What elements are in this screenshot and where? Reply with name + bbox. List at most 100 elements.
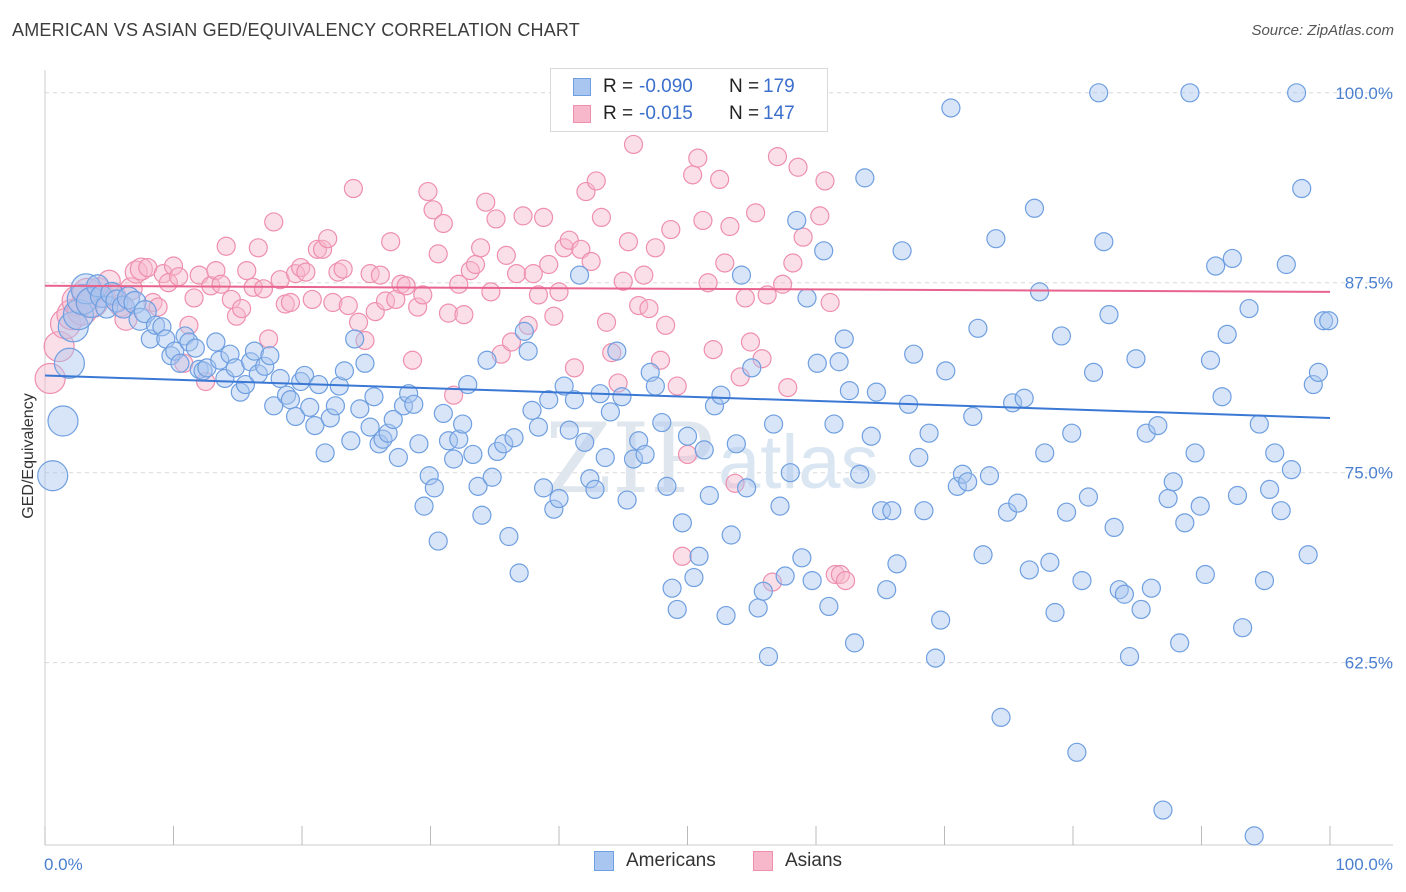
americans-point-163 bbox=[887, 554, 907, 574]
americans-point-189 bbox=[1029, 282, 1050, 302]
x-tick-label-min: 0.0% bbox=[44, 855, 83, 874]
americans-point-89 bbox=[494, 434, 514, 454]
americans-point-63 bbox=[364, 387, 384, 407]
americans-point-131 bbox=[716, 605, 736, 626]
americans-point-68 bbox=[388, 447, 408, 468]
americans-point-102 bbox=[559, 420, 579, 440]
asians-point-67 bbox=[402, 350, 423, 370]
americans-point-123 bbox=[672, 513, 692, 533]
americans-point-114 bbox=[623, 449, 644, 469]
americans-point-186 bbox=[1014, 388, 1034, 408]
americans-point-226 bbox=[1227, 485, 1248, 506]
americans-swatch bbox=[573, 78, 591, 96]
americans-point-233 bbox=[1265, 443, 1285, 463]
americans-point-60 bbox=[350, 399, 370, 419]
asians-point-90 bbox=[523, 264, 543, 284]
asians-point-111 bbox=[634, 265, 654, 285]
asians-point-53 bbox=[328, 262, 348, 282]
asians-point-108 bbox=[618, 232, 638, 252]
americans-point-23 bbox=[165, 341, 185, 361]
asians-point-16 bbox=[129, 257, 153, 281]
americans-point-111 bbox=[607, 341, 627, 361]
asians-point-25 bbox=[179, 315, 199, 335]
americans-point-32 bbox=[210, 350, 230, 370]
tick-labels: 100.0% 87.5% 75.0% 62.5% 0.0% 100.0% bbox=[44, 84, 1393, 874]
bottom-legend-asians: Asians bbox=[753, 850, 842, 872]
americans-point-61 bbox=[355, 353, 375, 373]
asians-trend-line bbox=[44, 284, 1331, 293]
asians-point-103 bbox=[591, 207, 612, 228]
americans-point-205 bbox=[1114, 584, 1135, 604]
asians-r-value: -0.015 bbox=[639, 103, 693, 124]
asians-point-79 bbox=[465, 254, 486, 275]
americans-series bbox=[37, 83, 1339, 846]
asians-point-107 bbox=[613, 271, 633, 291]
asians-point-32 bbox=[216, 236, 236, 256]
asians-point-40 bbox=[258, 329, 279, 349]
asians-point-123 bbox=[698, 273, 718, 293]
trend-lines bbox=[44, 284, 1331, 419]
asians-point-87 bbox=[506, 264, 527, 284]
americans-point-139 bbox=[758, 646, 779, 667]
asians-point-22 bbox=[163, 256, 184, 276]
americans-point-180 bbox=[979, 466, 1000, 486]
asians-point-140 bbox=[788, 157, 808, 177]
asians-point-127 bbox=[720, 216, 740, 237]
americans-point-101 bbox=[554, 376, 574, 396]
asians-point-57 bbox=[348, 312, 369, 332]
americans-point-185 bbox=[1008, 493, 1028, 513]
asians-point-132 bbox=[746, 203, 766, 223]
asians-point-120 bbox=[683, 165, 703, 185]
americans-point-127 bbox=[694, 440, 714, 460]
americans-point-141 bbox=[770, 496, 790, 516]
americans-point-92 bbox=[509, 563, 529, 583]
americans-point-87 bbox=[482, 467, 502, 487]
asians-point-136 bbox=[767, 147, 788, 167]
asians-point-58 bbox=[355, 330, 375, 351]
americans-point-188 bbox=[1024, 198, 1045, 218]
americans-point-50 bbox=[300, 397, 320, 417]
americans-point-240 bbox=[1303, 374, 1323, 395]
americans-point-134 bbox=[731, 265, 752, 285]
americans-point-216 bbox=[1175, 513, 1195, 533]
americans-point-191 bbox=[1040, 552, 1060, 572]
americans-point-122 bbox=[667, 599, 687, 620]
asians-point-80 bbox=[471, 238, 491, 258]
americans-point-85 bbox=[472, 505, 492, 525]
americans-point-146 bbox=[797, 288, 817, 308]
asians-point-52 bbox=[323, 292, 343, 313]
y-axis-label: GED/Equivalency bbox=[20, 393, 37, 518]
americans-point-153 bbox=[834, 329, 854, 349]
asians-point-81 bbox=[476, 192, 496, 212]
americans-point-75 bbox=[424, 478, 444, 498]
asians-point-63 bbox=[381, 232, 401, 252]
americans-point-200 bbox=[1089, 83, 1109, 103]
americans-point-194 bbox=[1056, 502, 1077, 522]
americans-point-133 bbox=[726, 434, 746, 454]
americans-point-214 bbox=[1163, 472, 1183, 492]
chart-title: AMERICAN VS ASIAN GED/EQUIVALENCY CORREL… bbox=[12, 20, 580, 40]
americans-point-118 bbox=[645, 376, 665, 396]
americans-point-80 bbox=[449, 429, 469, 449]
asians-point-71 bbox=[423, 200, 443, 220]
americans-trend-line bbox=[44, 374, 1331, 419]
americans-point-206 bbox=[1119, 646, 1140, 667]
americans-point-208 bbox=[1131, 599, 1151, 620]
americans-point-159 bbox=[866, 382, 886, 402]
y-tick-label-1: 87.5% bbox=[1345, 274, 1393, 293]
asians-point-78 bbox=[460, 260, 480, 281]
americans-point-124 bbox=[677, 426, 698, 446]
americans-point-143 bbox=[780, 463, 800, 483]
americans-point-73 bbox=[414, 496, 434, 516]
asians-point-44 bbox=[280, 292, 301, 313]
americans-point-207 bbox=[1126, 349, 1146, 369]
americans-point-53 bbox=[315, 443, 335, 463]
americans-point-0 bbox=[37, 460, 69, 492]
americans-point-225 bbox=[1222, 248, 1242, 269]
legend-row-asians: R = -0.015 N = 147 bbox=[573, 101, 795, 127]
americans-point-38 bbox=[241, 352, 261, 372]
americans-point-106 bbox=[580, 469, 600, 489]
americans-point-39 bbox=[244, 341, 265, 361]
americans-point-193 bbox=[1051, 326, 1072, 346]
americans-point-144 bbox=[787, 210, 807, 231]
